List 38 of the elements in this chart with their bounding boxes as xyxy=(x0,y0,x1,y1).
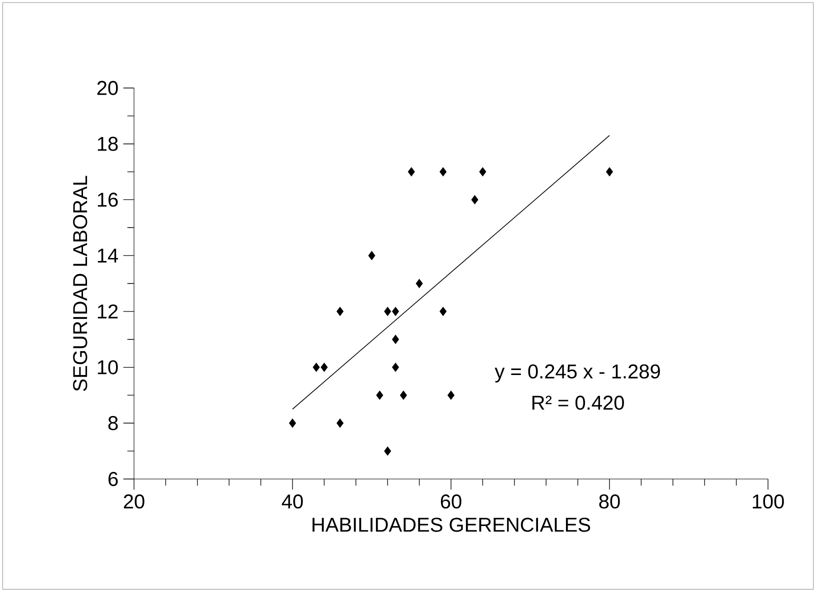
point xyxy=(384,446,392,456)
point xyxy=(376,390,384,400)
y-axis-title: SEGURIDAD LABORAL xyxy=(73,176,88,391)
point xyxy=(336,418,344,428)
point xyxy=(336,306,344,316)
x-tick-label: 100 xyxy=(752,494,784,509)
y-tick-label: 14 xyxy=(98,248,118,262)
point xyxy=(368,251,376,260)
point xyxy=(384,306,392,316)
point xyxy=(471,195,478,204)
annotation: y = 0.245 x - 1.289 xyxy=(494,364,660,382)
y-tick-label: 10 xyxy=(98,360,118,374)
point xyxy=(448,390,454,400)
point xyxy=(400,390,407,400)
point xyxy=(479,167,486,176)
point xyxy=(440,167,447,176)
point xyxy=(606,167,613,176)
x-tick-label: 80 xyxy=(599,494,620,509)
x-tick-label: 20 xyxy=(124,494,144,509)
x-tick-label: 40 xyxy=(282,494,303,509)
point xyxy=(408,167,415,176)
y-tick-label: 18 xyxy=(98,136,118,151)
y-tick-label: 8 xyxy=(108,416,118,430)
annotation: R² = 0.420 xyxy=(532,396,624,410)
x-tick-label: 60 xyxy=(440,494,462,509)
y-tick-label: 20 xyxy=(97,80,118,96)
y-tick-label: 12 xyxy=(98,304,118,318)
y-tick-label: 16 xyxy=(98,192,118,207)
point xyxy=(392,362,399,372)
point xyxy=(312,362,320,372)
point xyxy=(440,306,447,316)
point xyxy=(289,418,296,428)
point xyxy=(392,306,399,316)
y-tick-label: 6 xyxy=(108,472,118,486)
point xyxy=(320,362,328,372)
x-axis-title: HABILIDADES GERENCIALES xyxy=(312,518,590,532)
point xyxy=(392,334,399,344)
point xyxy=(416,278,423,288)
